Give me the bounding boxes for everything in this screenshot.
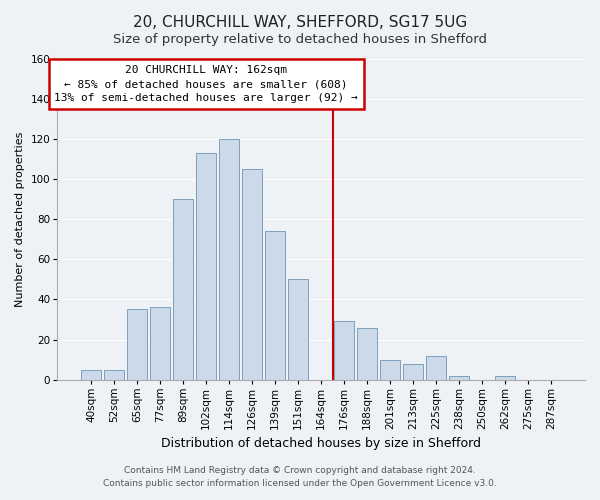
Bar bbox=[380, 360, 400, 380]
Bar bbox=[173, 200, 193, 380]
Bar bbox=[127, 310, 147, 380]
Bar bbox=[242, 169, 262, 380]
Bar bbox=[403, 364, 423, 380]
Bar bbox=[449, 376, 469, 380]
Text: 20, CHURCHILL WAY, SHEFFORD, SG17 5UG: 20, CHURCHILL WAY, SHEFFORD, SG17 5UG bbox=[133, 15, 467, 30]
Bar bbox=[289, 280, 308, 380]
Bar bbox=[358, 328, 377, 380]
Bar bbox=[81, 370, 101, 380]
X-axis label: Distribution of detached houses by size in Shefford: Distribution of detached houses by size … bbox=[161, 437, 481, 450]
Bar bbox=[427, 356, 446, 380]
Bar bbox=[196, 153, 216, 380]
Bar bbox=[104, 370, 124, 380]
Bar bbox=[150, 308, 170, 380]
Bar bbox=[496, 376, 515, 380]
Text: Contains HM Land Registry data © Crown copyright and database right 2024.
Contai: Contains HM Land Registry data © Crown c… bbox=[103, 466, 497, 487]
Text: 20 CHURCHILL WAY: 162sqm
← 85% of detached houses are smaller (608)
13% of semi-: 20 CHURCHILL WAY: 162sqm ← 85% of detach… bbox=[54, 65, 358, 103]
Bar bbox=[265, 232, 285, 380]
Y-axis label: Number of detached properties: Number of detached properties bbox=[15, 132, 25, 307]
Bar bbox=[220, 139, 239, 380]
Bar bbox=[334, 322, 354, 380]
Text: Size of property relative to detached houses in Shefford: Size of property relative to detached ho… bbox=[113, 32, 487, 46]
